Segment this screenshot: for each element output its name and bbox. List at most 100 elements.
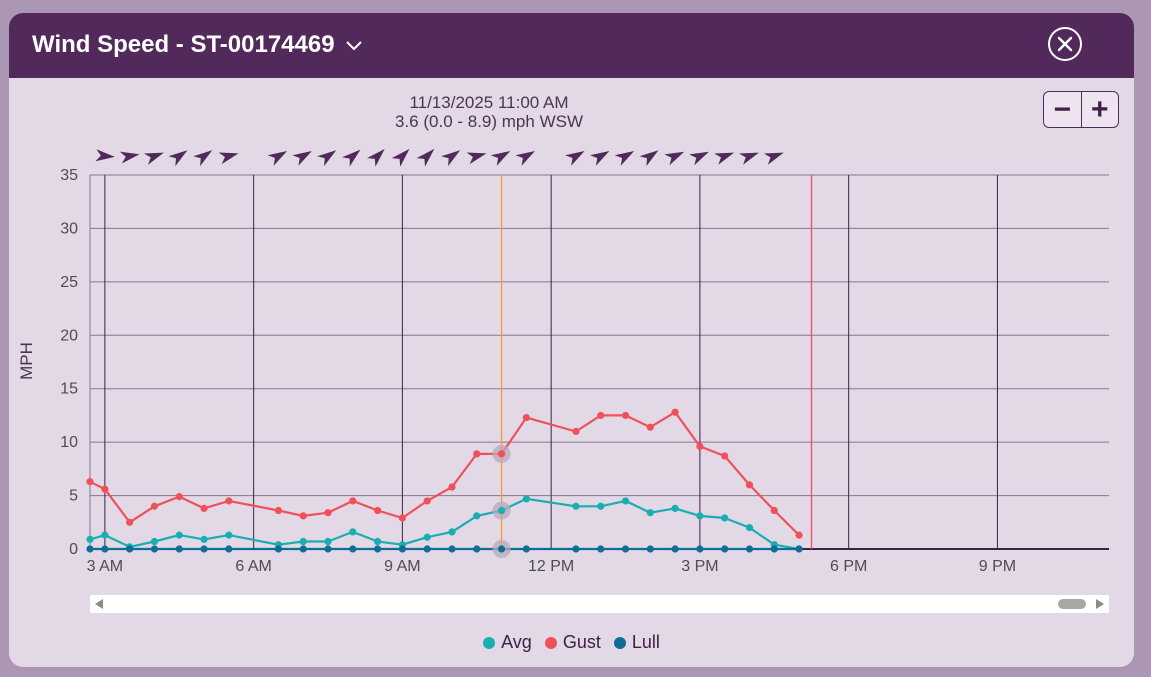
data-point-lull[interactable] (721, 545, 729, 553)
data-point-avg[interactable] (473, 512, 481, 520)
data-point-gust[interactable] (349, 497, 357, 505)
legend-item-gust[interactable]: Gust (544, 632, 601, 653)
data-point-gust[interactable] (721, 452, 729, 460)
data-point-gust[interactable] (324, 509, 332, 517)
data-point-gust[interactable] (101, 485, 109, 493)
data-point-avg[interactable] (175, 531, 183, 539)
data-point-avg[interactable] (721, 514, 729, 522)
data-point-avg[interactable] (448, 528, 456, 536)
y-tick-label: 0 (69, 541, 78, 558)
data-point-gust[interactable] (126, 518, 134, 526)
station-selector[interactable]: Wind Speed - ST-00174469 (32, 31, 363, 59)
data-point-avg[interactable] (696, 512, 704, 520)
zoom-out-button[interactable]: − (1044, 92, 1082, 127)
data-point-gust[interactable] (646, 423, 654, 431)
data-point-avg[interactable] (299, 537, 307, 546)
data-point-avg[interactable] (646, 509, 654, 517)
data-point-avg[interactable] (200, 535, 208, 543)
data-point-lull[interactable] (671, 545, 679, 553)
data-point-lull[interactable] (646, 545, 654, 553)
data-point-avg[interactable] (349, 528, 357, 536)
data-point-lull[interactable] (621, 545, 630, 553)
data-point-gust[interactable] (497, 450, 506, 458)
data-point-lull[interactable] (522, 545, 530, 553)
data-point-gust[interactable] (200, 504, 208, 512)
data-point-avg[interactable] (324, 537, 332, 546)
wind-direction-arrow-icon (267, 151, 288, 166)
chart-scrollbar[interactable] (90, 595, 1109, 613)
legend-item-avg[interactable]: Avg (483, 632, 532, 653)
data-point-avg[interactable] (101, 531, 109, 539)
data-point-gust[interactable] (150, 502, 159, 510)
data-point-lull[interactable] (745, 545, 754, 553)
arrow-head-shape (193, 150, 213, 167)
data-point-gust[interactable] (448, 483, 456, 491)
data-point-lull[interactable] (795, 545, 803, 553)
data-point-gust[interactable] (398, 514, 406, 522)
data-point-lull[interactable] (299, 545, 307, 553)
data-point-gust[interactable] (671, 408, 679, 416)
data-point-avg[interactable] (597, 502, 605, 510)
data-point-lull[interactable] (398, 545, 406, 553)
data-point-lull[interactable] (200, 545, 208, 553)
data-point-gust[interactable] (473, 450, 481, 458)
data-point-avg[interactable] (572, 502, 580, 510)
zoom-in-button[interactable]: + (1090, 92, 1109, 126)
data-point-avg[interactable] (522, 495, 530, 503)
wind-speed-chart[interactable]: 0 5 10 15 20 25 30 35 3 AM 6 AM 9 AM 12 PM 3 PM 6 PM 9… (9, 13, 1134, 593)
data-point-avg[interactable] (374, 537, 382, 546)
data-point-gust[interactable] (225, 497, 233, 505)
data-point-gust[interactable] (572, 427, 580, 436)
data-point-gust[interactable] (522, 413, 530, 422)
data-point-lull[interactable] (770, 545, 778, 553)
data-point-gust[interactable] (299, 512, 307, 520)
data-point-avg[interactable] (86, 535, 94, 543)
data-point-gust[interactable] (423, 497, 431, 505)
data-point-lull[interactable] (349, 545, 357, 553)
data-point-avg[interactable] (225, 531, 233, 539)
data-point-lull[interactable] (324, 545, 332, 553)
data-point-lull[interactable] (225, 545, 233, 553)
data-point-lull[interactable] (423, 545, 431, 553)
data-point-lull[interactable] (448, 545, 456, 553)
data-point-lull[interactable] (86, 545, 94, 553)
data-point-gust[interactable] (175, 493, 183, 501)
data-point-lull[interactable] (473, 545, 481, 553)
data-point-gust[interactable] (274, 506, 283, 515)
y-tick-label: 20 (60, 327, 78, 344)
data-point-gust[interactable] (597, 411, 605, 420)
data-point-gust[interactable] (745, 481, 754, 489)
data-point-lull[interactable] (497, 545, 506, 553)
wind-direction-arrow-icon (366, 148, 385, 167)
data-point-lull[interactable] (572, 545, 580, 553)
data-point-avg[interactable] (423, 533, 431, 541)
data-point-lull[interactable] (126, 545, 134, 553)
arrow-head-shape (342, 149, 361, 167)
data-point-gust[interactable] (770, 506, 778, 515)
close-button[interactable] (1048, 27, 1082, 61)
data-point-gust[interactable] (795, 531, 803, 539)
data-point-lull[interactable] (274, 545, 283, 553)
data-point-avg[interactable] (671, 504, 679, 512)
data-point-gust[interactable] (621, 411, 630, 420)
data-point-gust[interactable] (374, 506, 382, 515)
data-point-lull[interactable] (696, 545, 704, 553)
data-point-lull[interactable] (175, 545, 183, 553)
data-point-lull[interactable] (150, 545, 159, 553)
legend-item-lull[interactable]: Lull (613, 632, 660, 653)
data-point-gust[interactable] (696, 442, 704, 451)
data-point-avg[interactable] (497, 506, 506, 515)
legend-dot-icon (483, 636, 496, 649)
scroll-right-arrow-icon[interactable] (1096, 599, 1104, 609)
data-point-avg[interactable] (150, 537, 159, 546)
data-point-avg[interactable] (621, 497, 630, 505)
data-point-lull[interactable] (597, 545, 605, 553)
data-point-lull[interactable] (101, 545, 109, 553)
data-point-avg[interactable] (745, 524, 754, 532)
wind-direction-arrow-icon (490, 151, 511, 166)
scroll-thumb[interactable] (1058, 599, 1086, 609)
scroll-left-arrow-icon[interactable] (95, 599, 103, 609)
data-point-lull[interactable] (374, 545, 382, 553)
data-point-gust[interactable] (86, 478, 94, 486)
legend-dot-icon (544, 636, 557, 649)
